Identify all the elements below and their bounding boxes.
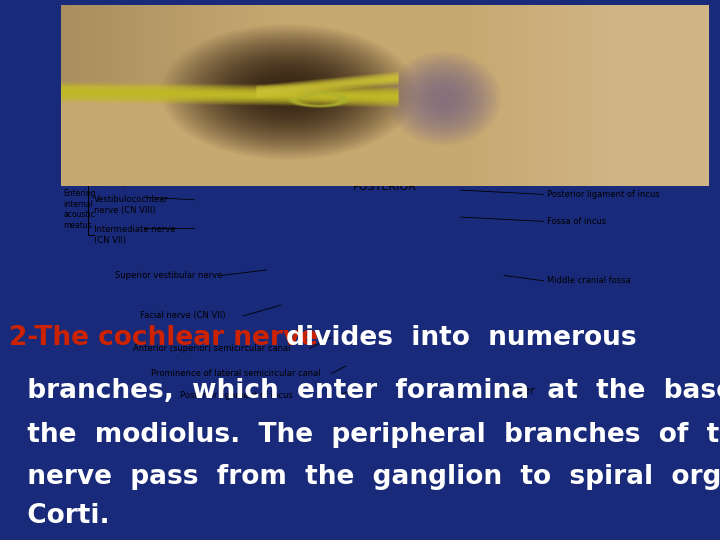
Text: Geniculate ganglion: Geniculate ganglion xyxy=(547,33,642,42)
Text: Incudomallear joint: Incudomallear joint xyxy=(547,106,629,115)
Text: Anterior (superior) semicircular canal: Anterior (superior) semicircular canal xyxy=(133,344,291,353)
Text: Communicating branch: Communicating branch xyxy=(547,12,646,21)
Text: Intermediate nerve
(CN VII): Intermediate nerve (CN VII) xyxy=(94,225,175,245)
Text: Lesser petrosal nerve: Lesser petrosal nerve xyxy=(68,52,160,61)
Text: ANTERIOR: ANTERIOR xyxy=(356,8,414,18)
Text: 2-The cochlear nerve: 2-The cochlear nerve xyxy=(9,325,318,351)
Text: Prominence of lateral semicircular canal: Prominence of lateral semicircular canal xyxy=(151,369,321,378)
Text: Mallear fold: Mallear fold xyxy=(547,55,597,64)
Text: Superior vestibular nerve: Superior vestibular nerve xyxy=(115,271,222,280)
Text: Fold of incus: Fold of incus xyxy=(547,163,600,172)
Text: Facial nerve (CN VII): Facial nerve (CN VII) xyxy=(140,312,226,320)
Text: Cochlear nerve: Cochlear nerve xyxy=(68,125,140,134)
Text: Corti.: Corti. xyxy=(9,503,109,529)
Text: Greater petrosal nerve: Greater petrosal nerve xyxy=(68,23,165,31)
Text: Middle cranial fossa: Middle cranial fossa xyxy=(547,276,631,285)
Text: POSTERIOR: POSTERIOR xyxy=(354,182,417,192)
Text: Vestibulocochlear
nerve (CN VIII): Vestibulocochlear nerve (CN VIII) xyxy=(94,195,168,215)
Text: Incus: Incus xyxy=(547,136,572,145)
Text: Posterior ligament of incus: Posterior ligament of incus xyxy=(547,190,660,199)
Text: divides  into  numerous: divides into numerous xyxy=(277,325,636,351)
Text: Facial nerve
(CN VII): Facial nerve (CN VII) xyxy=(94,168,144,188)
Text: N. Ber: N. Ber xyxy=(504,387,534,396)
Text: Fossa of incus: Fossa of incus xyxy=(547,217,606,226)
Bar xyxy=(61,5,709,186)
Text: branches,  which  enter  foramina  at  the  base  of: branches, which enter foramina at the ba… xyxy=(9,378,720,404)
Text: the  modiolus.  The  peripheral  branches  of  this: the modiolus. The peripheral branches of… xyxy=(9,422,720,448)
Text: Entering
internal
acoustic
meatus: Entering internal acoustic meatus xyxy=(63,190,96,230)
Text: Posterior ligament of incus: Posterior ligament of incus xyxy=(180,391,293,400)
Text: Malleus: Malleus xyxy=(547,82,584,91)
Text: nerve  pass  from  the  ganglion  to  spiral  organ  of: nerve pass from the ganglion to spiral o… xyxy=(9,464,720,490)
Text: Cochlea: Cochlea xyxy=(86,82,120,91)
